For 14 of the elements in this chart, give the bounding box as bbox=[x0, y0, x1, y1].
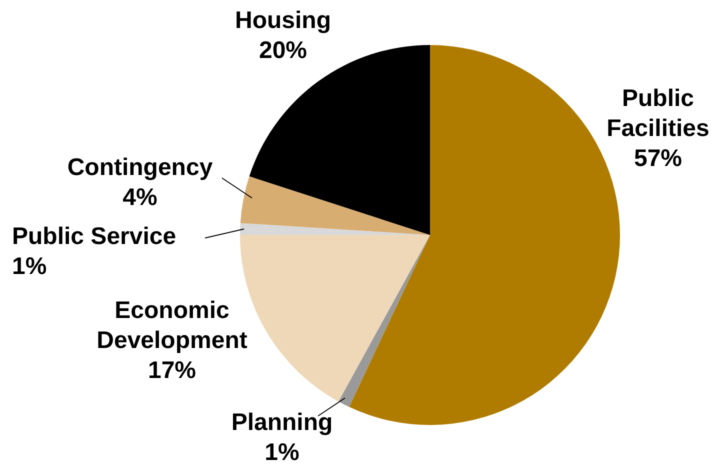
pie-slice bbox=[338, 235, 430, 407]
slice-label: Economic Development bbox=[96, 296, 248, 354]
data-label: 4% bbox=[122, 184, 158, 210]
slice-label: Public Facilities bbox=[606, 84, 710, 142]
data-label: 17% bbox=[148, 356, 196, 384]
slice-label: Public Service bbox=[12, 222, 176, 250]
slice-label: Planning bbox=[231, 408, 333, 436]
data-label: 1% bbox=[264, 438, 300, 466]
pie-slice bbox=[240, 176, 430, 235]
data-label: 20% bbox=[258, 36, 308, 64]
slice-label: Housing bbox=[235, 6, 331, 34]
data-label: 1% bbox=[12, 252, 47, 280]
slice-label: Contingency bbox=[67, 154, 214, 180]
data-label: 57% bbox=[634, 144, 682, 172]
